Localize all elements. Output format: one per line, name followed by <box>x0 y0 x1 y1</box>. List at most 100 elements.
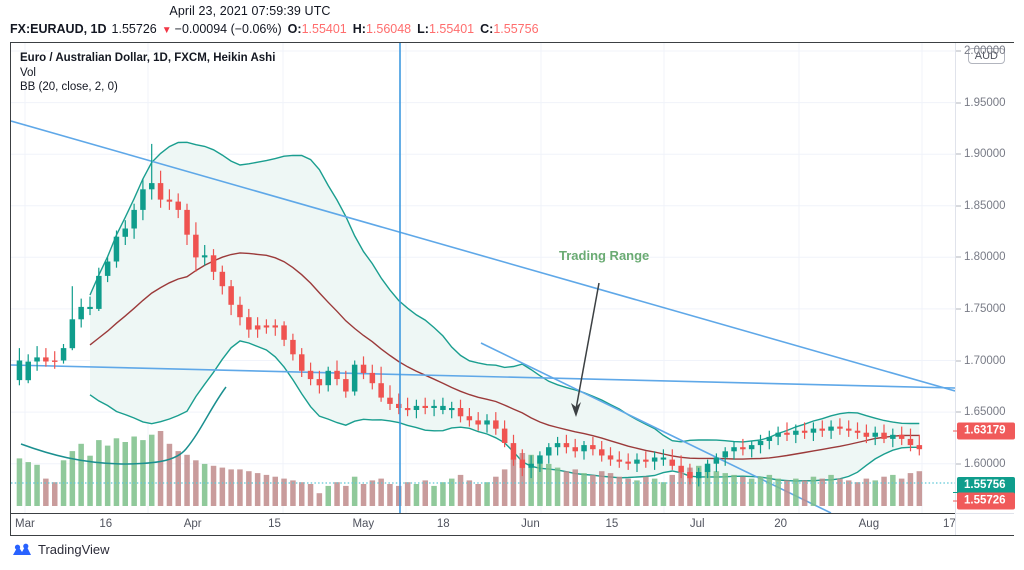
candle-body <box>334 370 340 380</box>
volume-bar <box>501 469 508 506</box>
legend-volume[interactable]: Vol <box>20 66 36 79</box>
candle-body <box>360 364 367 373</box>
volume-bar <box>599 471 605 506</box>
time-axis[interactable]: Mar 16 Apr 15 May 18 Jun 15 Jul 20 Aug 17 <box>11 513 956 535</box>
price-tick-dash <box>956 153 961 155</box>
axis-corner <box>955 513 1014 535</box>
volume-bar <box>104 445 111 506</box>
open-label: O: <box>287 22 302 36</box>
volume-bar <box>263 474 270 506</box>
volume-bar <box>801 480 808 506</box>
badge-tick-mark <box>953 430 959 432</box>
candle-body <box>254 325 261 330</box>
trendlines[interactable] <box>11 120 955 514</box>
volume-bar <box>651 478 658 506</box>
candlesticks[interactable] <box>16 143 923 487</box>
candle-body <box>898 434 905 439</box>
legend-bollinger[interactable]: BB (20, close, 2, 0) <box>20 81 118 93</box>
last-price-badge[interactable]: 1.55726 <box>953 492 1015 510</box>
volume-bar <box>493 476 499 506</box>
annotation-trading-range-label[interactable]: Trading Range <box>559 248 650 263</box>
volume-bar <box>572 469 578 506</box>
candle-body <box>78 306 84 320</box>
price-tick-label: 2.00000 <box>964 45 1006 57</box>
price-tick-dash <box>956 411 961 413</box>
descending-trendline-lower <box>480 342 832 514</box>
volume-bar <box>898 478 905 506</box>
candle-body <box>369 372 376 384</box>
price-tick-label: 1.75000 <box>964 302 1006 315</box>
bb-upper-price-badge[interactable]: 1.63179 <box>953 422 1015 440</box>
volume-bar <box>254 473 261 506</box>
candle-body <box>431 405 437 408</box>
candle-body <box>696 472 702 479</box>
volume-bar <box>387 484 393 506</box>
volume-bar <box>25 462 31 506</box>
candle-body <box>766 436 773 441</box>
volume-bar <box>157 431 164 506</box>
currency-badge[interactable]: AUD <box>967 48 1005 64</box>
candle-body <box>881 432 887 439</box>
time-tick-label: 17 <box>943 518 956 530</box>
candle-body <box>854 430 861 433</box>
volume-bar <box>440 482 446 506</box>
volume-bar <box>96 440 102 506</box>
volume-bar <box>201 463 208 506</box>
candle-body <box>404 408 411 411</box>
down-triangle-icon: ▼ <box>161 25 172 36</box>
candle-body <box>307 370 314 380</box>
candle-body <box>828 426 834 431</box>
volume-bar <box>537 460 543 506</box>
candle-body <box>175 201 181 210</box>
price-tick-dash <box>956 205 961 207</box>
candle-body <box>590 445 596 450</box>
candle-body <box>440 405 446 410</box>
volume-bar <box>431 485 437 506</box>
candle-body <box>740 447 746 450</box>
candle-body <box>466 416 473 421</box>
volume-bar <box>166 443 173 506</box>
candle-body <box>678 465 684 472</box>
volume-bar <box>343 485 349 506</box>
candle-body <box>890 434 896 439</box>
volume-bar <box>351 476 358 506</box>
volume-bar <box>404 482 411 506</box>
descending-trendline-upper <box>11 120 955 392</box>
price-tick-dash <box>956 463 961 465</box>
price-axis[interactable]: AUD 2.00000 1.95000 1.90000 1.85000 1.80000 1… <box>953 43 1015 514</box>
volume-bar <box>246 471 252 506</box>
candle-body <box>396 403 402 408</box>
chart-header: April 23, 2021 07:59:39 UTC FX:EURAUD, 1… <box>0 0 1024 42</box>
candle-body <box>837 426 843 429</box>
candle-body <box>722 451 728 458</box>
candle-body <box>554 443 561 448</box>
volume-bar <box>87 455 93 506</box>
candle-body <box>793 430 799 435</box>
candle-body <box>113 236 120 262</box>
price-tick-dash <box>956 50 961 52</box>
header-quote-line: FX:EURAUD, 1D 1.55726 ▼ −0.00094 (−0.06%) O:… <box>10 22 539 36</box>
arrow-head-icon <box>571 402 581 417</box>
chart-canvas[interactable] <box>11 43 955 514</box>
time-tick-label: 20 <box>774 518 788 530</box>
candle-body <box>872 432 878 437</box>
chart-plot-area[interactable] <box>11 43 955 514</box>
legend-title[interactable]: Euro / Australian Dollar, 1D, FXCM, Heik… <box>20 52 276 64</box>
volume-bar <box>316 493 323 506</box>
volume-bar <box>519 453 526 506</box>
candle-body <box>16 360 23 381</box>
tradingview-logo-icon <box>13 543 31 555</box>
price-tick-label: 1.65000 <box>964 406 1006 419</box>
volume-bar <box>228 469 234 506</box>
volume-bar <box>140 440 146 506</box>
candle-body <box>149 183 155 190</box>
tradingview-watermark[interactable]: TradingView <box>12 542 110 557</box>
symbol-label[interactable]: FX:EURAUD, 1D <box>10 22 107 36</box>
candle-body <box>731 447 737 452</box>
volume-bar <box>819 478 825 506</box>
header-datetime: April 23, 2021 07:59:39 UTC <box>169 4 331 18</box>
annotation-arrow[interactable] <box>571 282 600 417</box>
watermark-text: TradingView <box>38 542 110 557</box>
volume-bar <box>704 469 711 506</box>
